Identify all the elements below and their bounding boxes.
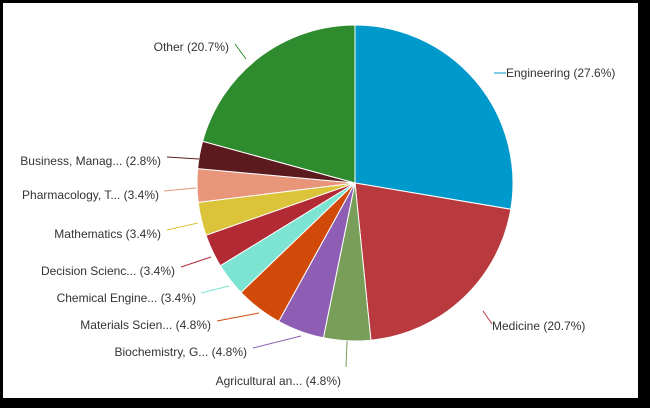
leader-line-3 <box>345 340 348 368</box>
leader-line-5 <box>216 312 260 322</box>
slice-label-2: Medicine (20.7%) <box>492 319 585 333</box>
leader-line-2 <box>482 310 493 325</box>
slice-label-8: Mathematics (3.4%) <box>54 227 161 241</box>
slice-label-6: Chemical Engine... (3.4%) <box>57 291 196 305</box>
pie-chart: Engineering (27.6%) Medicine (20.7%) Agric… <box>20 24 615 388</box>
slice-label-10: Business, Manag... (2.8%) <box>20 154 161 168</box>
leader-line-11 <box>234 43 247 60</box>
leader-line-10 <box>166 156 200 160</box>
chart-panel: Engineering (27.6%) Medicine (20.7%) Agric… <box>3 3 638 398</box>
leader-line-4 <box>252 335 302 349</box>
pie-slice-1[interactable] <box>354 24 514 210</box>
leader-line-9 <box>163 187 197 192</box>
pie-slice-11[interactable] <box>202 24 356 184</box>
slice-label-11: Other (20.7%) <box>154 40 229 54</box>
leader-line-6 <box>200 285 230 294</box>
slice-label-9: Pharmacology, T... (3.4%) <box>22 188 159 202</box>
slice-label-4: Biochemistry, G... (4.8%) <box>115 345 247 359</box>
slice-label-1: Engineering (27.6%) <box>506 66 615 80</box>
slice-label-3: Agricultural an... (4.8%) <box>216 374 341 388</box>
leader-line-7 <box>180 256 212 268</box>
slice-label-7: Decision Scienc... (3.4%) <box>41 264 175 278</box>
leader-line-8 <box>166 222 199 231</box>
slice-label-5: Materials Scien... (4.8%) <box>80 318 211 332</box>
pie-slice-2[interactable] <box>354 182 512 341</box>
